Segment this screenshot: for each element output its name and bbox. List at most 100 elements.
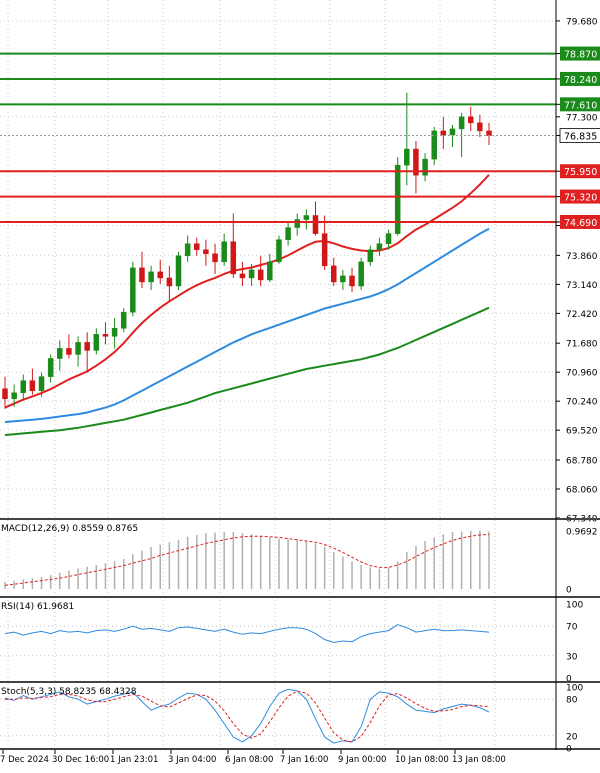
candle-body	[221, 241, 227, 263]
candle-body	[248, 269, 255, 279]
rsi-tick-label: 30	[566, 652, 578, 662]
candle-body	[331, 265, 337, 283]
candle-body	[166, 277, 173, 287]
price-tick-label: 68.060	[566, 485, 598, 495]
level-label-box	[560, 97, 600, 112]
candle-body	[385, 233, 392, 244]
stoch-tick-label: 0	[566, 745, 572, 755]
candle-body	[29, 380, 36, 391]
x-axis-label: 3 Jan 04:00	[168, 755, 216, 765]
candle-body	[404, 148, 410, 166]
rsi-tick-label: 0	[566, 675, 572, 685]
price-tick-label: 79.680	[566, 17, 598, 27]
x-axis-label: 7 Dec 2024	[0, 755, 49, 765]
candle-body	[66, 348, 72, 355]
level-label: 75.950	[564, 167, 597, 178]
x-axis-label: 30 Dec 16:00	[52, 755, 109, 765]
candle-body	[47, 358, 54, 377]
candle-body	[203, 249, 209, 255]
price-tick-label: 68.780	[566, 456, 598, 466]
candle-body	[111, 328, 118, 337]
candle-body	[239, 273, 246, 279]
candle-body	[102, 334, 109, 337]
current-price-label: 76.835	[564, 132, 597, 143]
candle-body	[303, 215, 310, 220]
level-label: 74.690	[564, 218, 597, 229]
macd-tick-label: 0.9692	[566, 527, 598, 537]
candle-body	[285, 227, 291, 240]
candle-body	[57, 348, 63, 359]
price-tick-label: 70.960	[566, 369, 598, 379]
candle-body	[139, 267, 145, 283]
candle-body	[358, 261, 364, 287]
candle-body	[11, 392, 17, 400]
moving-average-line	[4, 306, 490, 436]
stoch-tick-label: 100	[566, 684, 583, 694]
candle-body	[458, 116, 465, 130]
candle-body	[2, 388, 8, 400]
price-tick-label: 71.680	[566, 340, 598, 350]
level-label: 78.240	[564, 75, 597, 86]
candle-body	[120, 311, 127, 329]
stoch-d-line	[5, 690, 490, 743]
candle-body	[130, 267, 136, 313]
rsi-tick-label: 70	[566, 623, 578, 633]
candle-body	[449, 128, 456, 136]
price-tick-label: 72.420	[566, 310, 598, 320]
price-tick-label: 73.860	[566, 252, 598, 262]
stoch-label: Stoch(5,3,3) 58.8235 68.4328	[1, 687, 137, 697]
level-label-box	[560, 189, 600, 204]
candle-body	[431, 130, 437, 160]
level-label: 78.870	[564, 50, 597, 61]
candle-body	[257, 269, 264, 281]
stoch-k-line	[4, 688, 490, 744]
level-label-box	[560, 164, 600, 179]
candle-body	[84, 342, 90, 351]
candle-body	[184, 243, 191, 257]
candle-body	[294, 219, 300, 228]
x-axis-label: 13 Jan 08:00	[452, 755, 506, 765]
current-price-box	[559, 128, 600, 143]
moving-average-line	[4, 227, 490, 424]
candle-body	[194, 243, 200, 250]
rsi-tick-label: 100	[566, 601, 583, 611]
candle-body	[486, 130, 492, 136]
stoch-tick-label: 80	[566, 696, 578, 706]
level-label-box	[560, 46, 600, 61]
candle-body	[367, 249, 374, 263]
price-tick-label: 73.140	[566, 281, 598, 291]
candle-body	[148, 271, 154, 283]
candle-body	[212, 253, 218, 263]
candle-body	[376, 243, 383, 250]
price-tick-label: 77.300	[566, 113, 598, 123]
candle-body	[440, 130, 447, 136]
x-axis-label: 10 Jan 08:00	[395, 755, 449, 765]
candle-body	[321, 233, 328, 267]
candle-body	[157, 271, 163, 279]
rsi-line	[4, 624, 490, 644]
candle-body	[175, 255, 182, 287]
candle-body	[477, 122, 483, 132]
macd-signal-line	[4, 533, 490, 586]
level-label: 77.610	[564, 100, 597, 111]
candle-body	[20, 380, 27, 393]
stoch-tick-label: 20	[566, 732, 578, 742]
candle-body	[422, 158, 428, 176]
candle-body	[75, 342, 81, 355]
candle-body	[276, 239, 282, 263]
candle-body	[467, 116, 474, 124]
moving-average-line	[4, 174, 490, 409]
level-label-box	[560, 214, 600, 229]
candle-body	[230, 241, 237, 275]
candle-body	[413, 148, 419, 176]
x-axis-label: 7 Jan 16:00	[280, 755, 328, 765]
rsi-label: RSI(14) 61.9681	[1, 602, 74, 612]
macd-tick-label: 0	[566, 586, 572, 596]
x-axis-label: 9 Jan 00:00	[338, 755, 386, 765]
price-tick-label: 69.520	[566, 427, 598, 437]
candle-body	[394, 164, 401, 234]
candle-body	[93, 334, 100, 351]
